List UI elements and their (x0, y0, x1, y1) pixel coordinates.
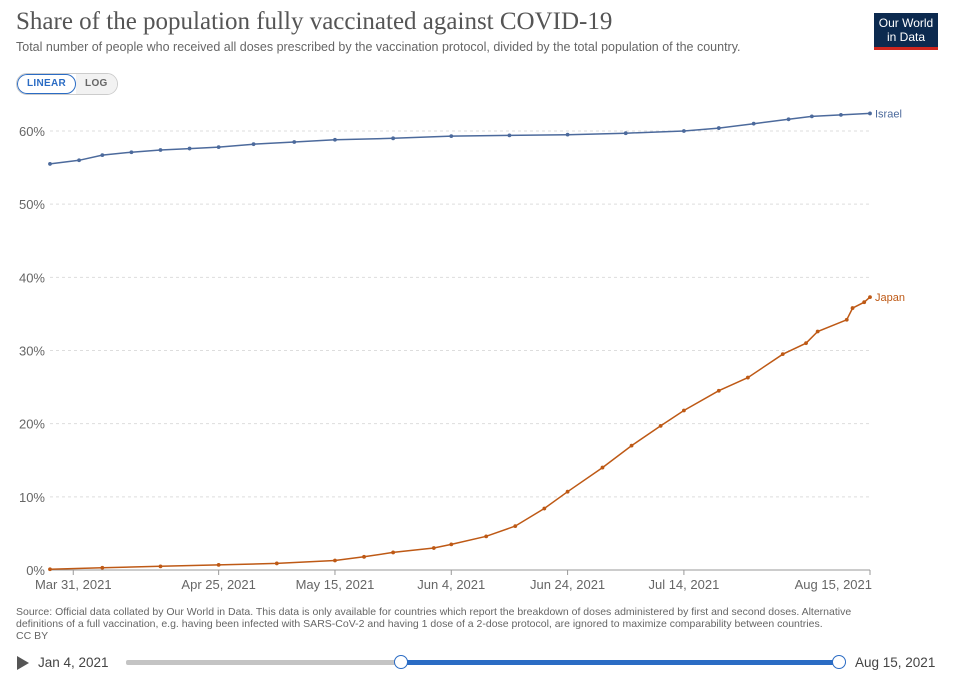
data-point (216, 145, 221, 149)
y-tick-label: 40% (19, 270, 45, 285)
data-point (565, 489, 570, 494)
series-layer: Israel Japan (48, 108, 905, 572)
data-point (745, 375, 750, 380)
logo-line-2: in Data (886, 30, 926, 44)
data-point (449, 134, 454, 139)
data-point (216, 562, 221, 567)
data-point (187, 146, 192, 151)
data-point (716, 388, 721, 393)
x-tick-label: May 15, 2021 (296, 577, 375, 592)
data-point (682, 129, 686, 133)
data-point (274, 561, 279, 566)
data-point (565, 132, 570, 137)
y-tick-label: 0% (26, 563, 45, 578)
data-point (862, 300, 867, 305)
series-line-israel[interactable] (49, 112, 871, 165)
play-icon[interactable] (17, 656, 29, 670)
timeline-start-label: Jan 4, 2021 (38, 655, 109, 670)
x-tick-label: Apr 25, 2021 (181, 577, 255, 592)
data-point (484, 534, 489, 539)
data-point (100, 565, 105, 570)
x-tick-label: Jun 24, 2021 (530, 577, 605, 592)
y-axis-ticks: 0% 10% 20% 30% 40% 50% 60% (19, 124, 45, 578)
data-point (431, 546, 436, 550)
data-point (682, 408, 686, 413)
data-point (804, 341, 808, 346)
data-point (839, 113, 843, 117)
line-chart: 0% 10% 20% 30% 40% 50% 60% Mar 31, 2021 Apr 25,… (19, 108, 905, 592)
data-point (391, 136, 396, 141)
log-scale-button[interactable]: LOG (76, 74, 117, 94)
y-tick-label: 20% (19, 417, 45, 432)
data-point (449, 542, 454, 547)
y-tick-label: 10% (19, 490, 45, 505)
data-point (391, 550, 396, 555)
data-point (158, 148, 163, 152)
data-point (77, 158, 81, 163)
data-point (362, 554, 366, 559)
logo-line-1: Our World (878, 16, 934, 30)
data-point (623, 131, 628, 136)
data-point (716, 126, 721, 130)
data-point (507, 133, 512, 138)
data-point (100, 153, 105, 158)
source-text: Source: Official data collated by Our Wo… (16, 606, 852, 630)
data-point (48, 162, 52, 166)
data-point (751, 121, 756, 126)
data-point (868, 295, 872, 299)
chart-subtitle: Total number of people who received all … (16, 40, 741, 54)
linear-scale-button[interactable]: LINEAR (17, 74, 77, 94)
data-point (333, 558, 337, 563)
data-point (786, 117, 791, 122)
data-point (658, 423, 663, 428)
data-point (542, 506, 547, 511)
data-point (868, 111, 872, 116)
scale-toggle: LINEAR LOG (16, 73, 118, 95)
data-point (292, 140, 297, 144)
data-point (600, 465, 605, 470)
data-point (629, 443, 634, 448)
owid-logo[interactable]: Our World in Data (874, 13, 938, 50)
data-point (251, 142, 256, 147)
data-point (850, 306, 855, 310)
timeline-selected-range (401, 660, 839, 665)
series-label-japan[interactable]: Japan (875, 292, 905, 304)
chart-title: Share of the population fully vaccinated… (16, 8, 613, 35)
timeline-start-handle[interactable] (394, 655, 408, 669)
x-axis: Mar 31, 2021 Apr 25, 2021 May 15, 2021 Jun … (35, 569, 872, 592)
data-point (129, 150, 134, 155)
y-tick-label: 30% (19, 344, 45, 359)
grid-lines (50, 130, 870, 571)
x-tick-label: Aug 15, 2021 (795, 577, 872, 592)
x-tick-label: Jul 14, 2021 (648, 577, 719, 592)
y-tick-label: 50% (19, 197, 45, 212)
data-point (158, 564, 163, 569)
license-text[interactable]: CC BY (16, 630, 49, 642)
timeline-slider: Jan 4, 2021 Aug 15, 2021 (0, 650, 954, 678)
source-note: Source: Official data collated by Our Wo… (16, 606, 876, 642)
x-tick-label: Jun 4, 2021 (417, 577, 485, 592)
series-label-israel[interactable]: Israel (875, 108, 902, 120)
data-point (513, 524, 518, 528)
series-line-japan[interactable] (49, 296, 871, 571)
y-tick-label: 60% (19, 124, 45, 139)
data-point (333, 137, 337, 142)
data-point (48, 567, 52, 572)
timeline-end-label: Aug 15, 2021 (855, 655, 936, 670)
timeline-end-handle[interactable] (832, 655, 846, 669)
data-point (809, 114, 814, 119)
x-tick-label: Mar 31, 2021 (35, 577, 112, 592)
data-point (815, 329, 820, 334)
data-point (780, 352, 785, 357)
data-point (844, 317, 849, 322)
